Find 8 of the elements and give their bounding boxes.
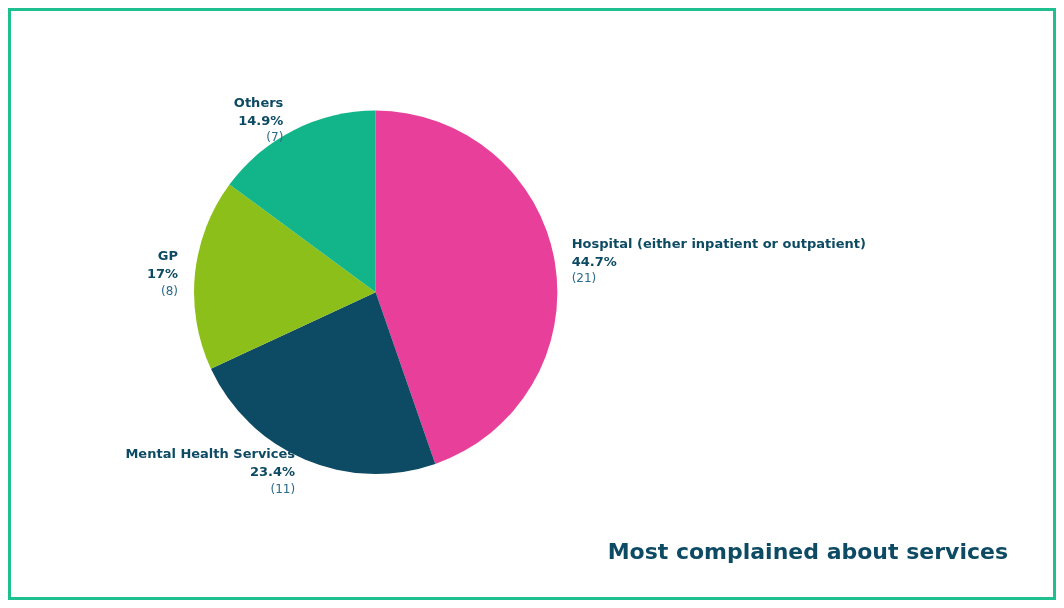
text: Most complained about services <box>607 538 1008 564</box>
slice-label: Hospital (either inpatient or outpatient) <box>571 235 866 251</box>
data-label: 17% (8) <box>146 266 179 298</box>
slice-label: Others <box>233 94 284 110</box>
data-label: 14.9% (7) <box>238 112 284 145</box>
data-label: 23.4% (11) <box>249 464 296 496</box>
slice-label: GP <box>157 248 179 264</box>
data-label: 44.7% (21) <box>571 253 617 286</box>
